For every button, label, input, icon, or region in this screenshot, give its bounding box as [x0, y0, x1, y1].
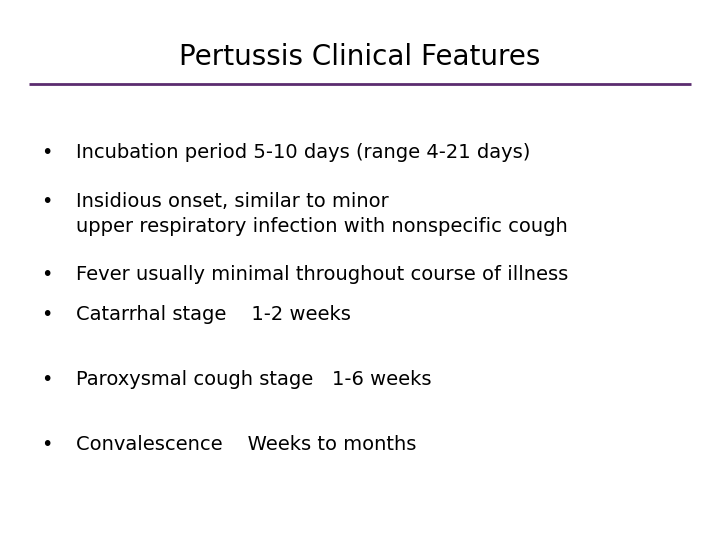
Text: •: •	[41, 192, 53, 211]
Text: •: •	[41, 435, 53, 454]
Text: Convalescence    Weeks to months: Convalescence Weeks to months	[76, 435, 416, 454]
Text: Fever usually minimal throughout course of illness: Fever usually minimal throughout course …	[76, 265, 568, 284]
Text: Insidious onset, similar to minor
upper respiratory infection with nonspecific c: Insidious onset, similar to minor upper …	[76, 192, 567, 235]
Text: •: •	[41, 370, 53, 389]
Text: Incubation period 5-10 days (range 4-21 days): Incubation period 5-10 days (range 4-21 …	[76, 143, 530, 162]
Text: •: •	[41, 305, 53, 324]
Text: •: •	[41, 265, 53, 284]
Text: Catarrhal stage    1-2 weeks: Catarrhal stage 1-2 weeks	[76, 305, 351, 324]
Text: •: •	[41, 143, 53, 162]
Text: Pertussis Clinical Features: Pertussis Clinical Features	[179, 43, 541, 71]
Text: Paroxysmal cough stage   1-6 weeks: Paroxysmal cough stage 1-6 weeks	[76, 370, 431, 389]
